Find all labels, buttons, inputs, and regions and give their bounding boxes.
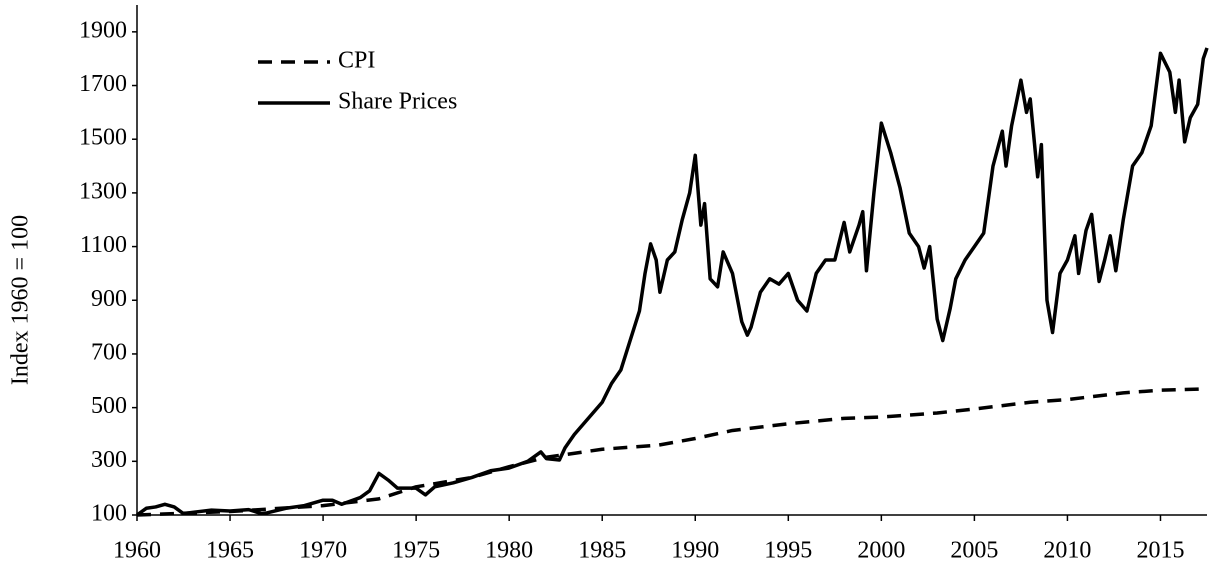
x-tick-label: 1995	[764, 538, 812, 564]
x-tick-label: 1980	[485, 538, 533, 564]
y-tick-label: 700	[91, 339, 127, 365]
y-tick-label: 100	[91, 501, 127, 527]
x-tick-label: 2005	[950, 538, 998, 564]
y-tick-label: 500	[91, 393, 127, 419]
series-line	[135, 47, 1209, 517]
x-tick-label: 2015	[1136, 538, 1184, 564]
y-tick-label: 1500	[79, 125, 127, 151]
series-line	[136, 387, 1208, 517]
y-tick-label: 900	[91, 286, 127, 312]
y-tick-label: 300	[91, 447, 127, 473]
y-axis-label: Index 1960 = 100	[8, 215, 34, 385]
y-tick-label: 1700	[79, 71, 127, 97]
x-tick-label: 2010	[1043, 538, 1091, 564]
y-tick-label: 1300	[79, 178, 127, 204]
x-tick-label: 1990	[671, 538, 719, 564]
x-tick-label: 1960	[113, 538, 161, 564]
x-tick-label: 2000	[857, 538, 905, 564]
legend-label: Share Prices	[338, 89, 457, 115]
x-tick-label: 1965	[206, 538, 254, 564]
x-tick-label: 1970	[299, 538, 347, 564]
y-tick-label: 1100	[80, 232, 127, 258]
x-tick-label: 1975	[392, 538, 440, 564]
legend-label: CPI	[338, 48, 375, 74]
y-tick-label: 1900	[79, 17, 127, 43]
x-tick-label: 1985	[578, 538, 626, 564]
